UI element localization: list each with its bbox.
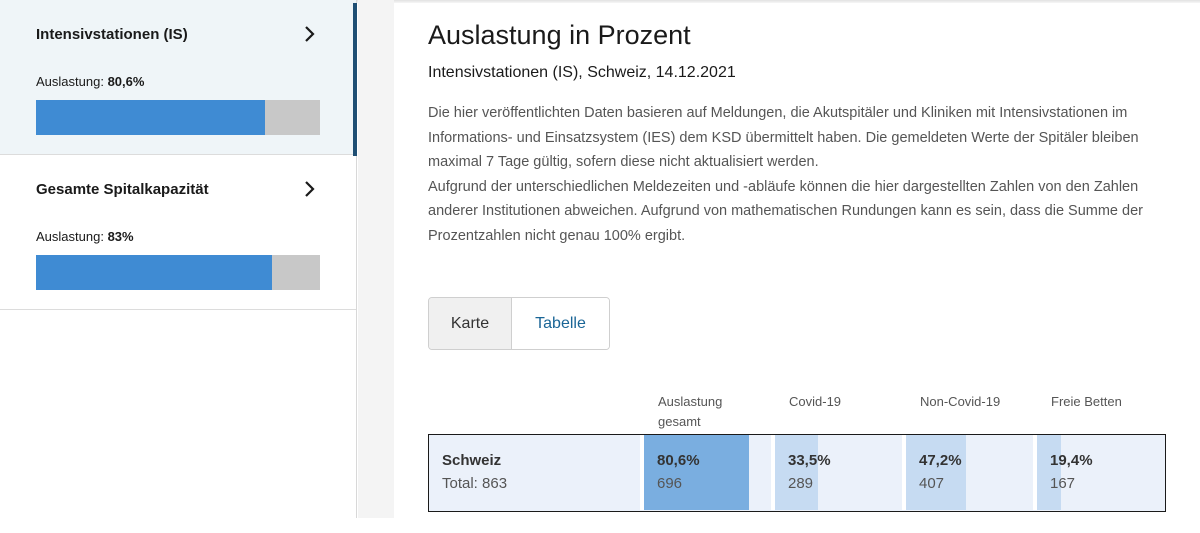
usage-bar	[36, 255, 320, 290]
cell-divider	[640, 435, 644, 510]
sidebar-item-gesamte-spitalkapazitaet[interactable]: Gesamte Spitalkapazität Auslastung: 83%	[0, 155, 356, 310]
sidebar-item-title: Gesamte Spitalkapazität	[36, 180, 209, 198]
header-non-covid: Non-Covid-19	[920, 394, 1001, 409]
cell-percent: 33,5%	[788, 452, 831, 469]
header-freie-betten: Freie Betten	[1051, 394, 1122, 409]
page-subtitle: Intensivstationen (IS), Schweiz, 14.12.2…	[428, 64, 736, 81]
header-covid: Covid-19	[789, 394, 842, 409]
sidebar-item-title: Intensivstationen (IS)	[36, 25, 188, 43]
cell-bar	[644, 435, 749, 510]
chevron-right-icon[interactable]	[300, 179, 320, 199]
cell-percent: 47,2%	[919, 452, 962, 469]
usage-value: 80,6%	[107, 74, 145, 89]
row-total: Total: 863	[442, 475, 508, 492]
header-auslastung-gesamt: Auslastung gesamt	[658, 394, 723, 429]
cell-count: 289	[788, 475, 814, 492]
cell-percent: 80,6%	[657, 452, 700, 469]
cell-count: 696	[657, 475, 683, 492]
content-gutter	[358, 0, 394, 518]
cell-divider	[902, 435, 906, 510]
description: Die hier veröffentlichten Daten basieren…	[428, 101, 1168, 248]
tabelle-button[interactable]: Tabelle	[512, 298, 609, 349]
usage-bar-fill	[36, 255, 272, 290]
sidebar: Intensivstationen (IS) Auslastung: 80,6%…	[0, 0, 357, 518]
table-row: Schweiz Total: 863 80,6% 696 33,5% 289	[428, 434, 1166, 512]
cell-count: 167	[1050, 475, 1076, 492]
cell-non-covid: 47,2% 407	[906, 435, 1033, 510]
view-toggle: Karte Tabelle	[428, 297, 610, 350]
usage-text: Auslastung: 83%	[36, 229, 134, 244]
row-name: Schweiz	[442, 452, 502, 469]
cell-bar	[1037, 435, 1062, 510]
usage-text: Auslastung: 80,6%	[36, 74, 145, 89]
chevron-right-icon[interactable]	[300, 24, 320, 44]
usage-bar	[36, 100, 320, 135]
description-paragraph-2: Aufgrund der unterschiedlichen Meldezeit…	[428, 178, 1143, 244]
usage-bar-fill	[36, 100, 265, 135]
page-title: Auslastung in Prozent	[428, 20, 691, 50]
cell-auslastung-gesamt: 80,6% 696	[644, 435, 749, 510]
cell-divider	[1033, 435, 1037, 510]
cell-percent: 19,4%	[1050, 452, 1093, 469]
cell-freie-betten: 19,4% 167	[1037, 435, 1163, 510]
usage-value: 83%	[107, 229, 134, 244]
cell-covid: 33,5% 289	[775, 435, 902, 510]
table-header: Auslastung gesamt Covid-19 Non-Covid-19 …	[428, 388, 1166, 433]
cell-count: 407	[919, 475, 945, 492]
data-table: Auslastung gesamt Covid-19 Non-Covid-19 …	[428, 388, 1166, 512]
row-label: Schweiz Total: 863	[442, 452, 507, 492]
description-paragraph-1: Die hier veröffentlichten Daten basieren…	[428, 105, 1139, 170]
sidebar-item-intensivstationen[interactable]: Intensivstationen (IS) Auslastung: 80,6%	[0, 0, 357, 156]
karte-button[interactable]: Karte	[429, 298, 512, 349]
top-shadow	[0, 0, 1200, 3]
cell-bar	[906, 435, 966, 510]
cell-bar	[775, 435, 818, 510]
cell-divider	[771, 435, 775, 510]
